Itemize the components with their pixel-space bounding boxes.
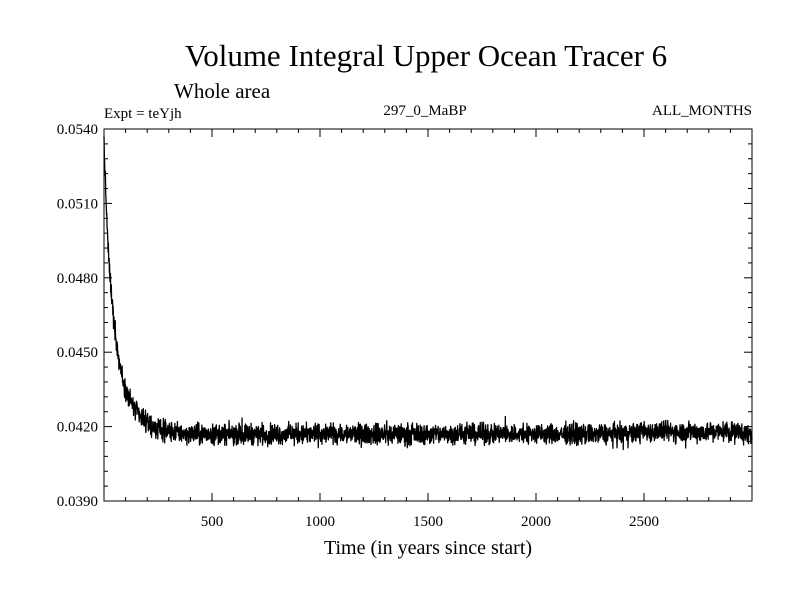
series-line: [103, 136, 753, 451]
series-layer: [103, 136, 753, 451]
months-label: ALL_MONTHS: [652, 103, 752, 119]
x-tick-label: 2000: [521, 514, 551, 530]
period-label: 297_0_MaBP: [383, 103, 466, 119]
chart-subtitle: Whole area: [174, 79, 271, 103]
plot-frame: [103, 128, 753, 502]
experiment-label: Expt = teYjh: [104, 106, 182, 122]
y-tick-label: 0.0480: [57, 271, 98, 287]
y-tick-label: 0.0450: [57, 345, 98, 361]
y-tick-label: 0.0420: [57, 420, 98, 436]
ticks-layer: 500 1000 1500 2000 2500 0.0390 0.0420 0.0450 0.0…: [57, 122, 752, 530]
x-tick-label: 2500: [629, 514, 659, 530]
x-tick-label: 1500: [413, 514, 443, 530]
y-tick-label: 0.0510: [57, 196, 98, 212]
y-tick-label: 0.0540: [57, 122, 98, 138]
x-tick-label: 1000: [305, 514, 335, 530]
x-axis-label: Time (in years since start): [324, 537, 532, 559]
chart-title: Volume Integral Upper Ocean Tracer 6: [185, 38, 667, 73]
x-tick-label: 500: [201, 514, 224, 530]
y-tick-label: 0.0390: [57, 494, 98, 510]
